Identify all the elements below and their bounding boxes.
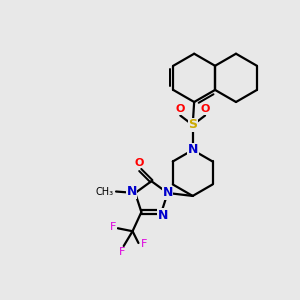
Text: F: F (141, 239, 147, 250)
Text: O: O (134, 158, 143, 168)
Text: F: F (119, 248, 125, 257)
Text: CH₃: CH₃ (96, 187, 114, 196)
Text: F: F (110, 222, 117, 232)
Text: N: N (127, 185, 137, 198)
Text: S: S (188, 118, 197, 131)
Text: O: O (200, 104, 210, 114)
Text: O: O (176, 104, 185, 114)
Text: N: N (163, 187, 173, 200)
Text: N: N (188, 143, 198, 157)
Text: N: N (158, 209, 168, 222)
